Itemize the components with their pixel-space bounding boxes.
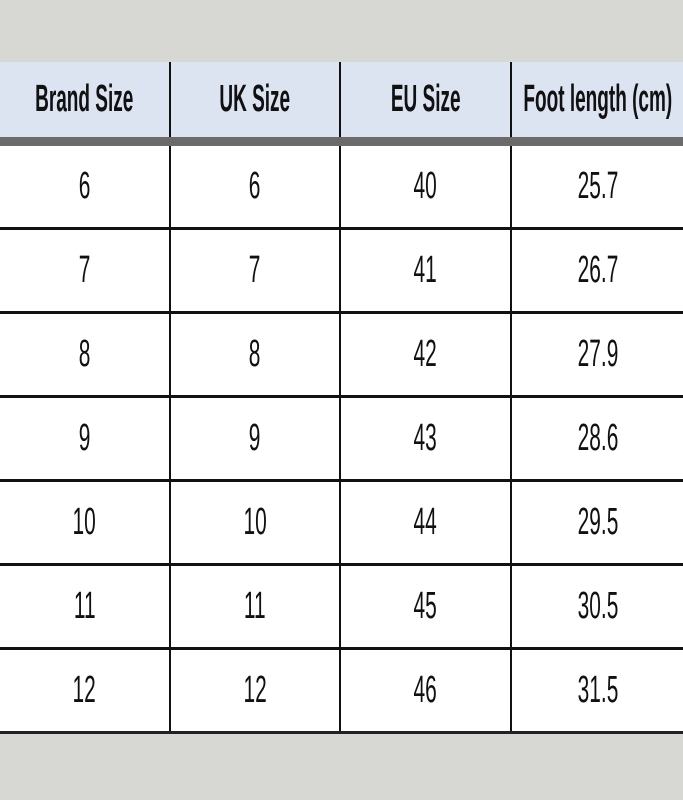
cell-value: 6 bbox=[78, 165, 91, 207]
cell-value: 31.5 bbox=[577, 669, 618, 711]
header-cell: Foot length (cm) bbox=[512, 62, 683, 137]
table-cell: 9 bbox=[0, 398, 171, 479]
cell-value: 28.6 bbox=[577, 417, 618, 459]
table-cell: 10 bbox=[171, 482, 341, 563]
table-cell: 12 bbox=[171, 650, 341, 731]
cell-value: 12 bbox=[72, 669, 97, 711]
table-cell: 27.9 bbox=[512, 314, 683, 395]
table-cell: 26.7 bbox=[512, 230, 683, 311]
table-cell: 43 bbox=[341, 398, 512, 479]
cell-value: 41 bbox=[413, 249, 438, 291]
cell-value: 10 bbox=[72, 501, 97, 543]
header-eu-size: EU Size bbox=[390, 78, 461, 120]
table-cell: 11 bbox=[0, 566, 171, 647]
size-chart-table: Brand Size UK Size EU Size Foot length (… bbox=[0, 62, 683, 734]
table-cell: 11 bbox=[171, 566, 341, 647]
table-row: 10 10 44 29.5 bbox=[0, 482, 683, 566]
table-row: 7 7 41 26.7 bbox=[0, 230, 683, 314]
table-cell: 9 bbox=[171, 398, 341, 479]
cell-value: 46 bbox=[413, 669, 438, 711]
cell-value: 11 bbox=[244, 585, 266, 627]
cell-value: 25.7 bbox=[577, 165, 618, 207]
table-row: 6 6 40 25.7 bbox=[0, 146, 683, 230]
bottom-margin bbox=[0, 741, 683, 800]
cell-value: 26.7 bbox=[577, 249, 618, 291]
cell-value: 6 bbox=[249, 165, 261, 207]
cell-value: 9 bbox=[78, 417, 91, 459]
cell-value: 8 bbox=[78, 333, 91, 375]
table-cell: 40 bbox=[341, 146, 512, 227]
table-row: 8 8 42 27.9 bbox=[0, 314, 683, 398]
header-brand-size: Brand Size bbox=[35, 78, 134, 120]
cell-value: 7 bbox=[78, 249, 91, 291]
cell-value: 8 bbox=[249, 333, 261, 375]
table-cell: 42 bbox=[341, 314, 512, 395]
header-cell: EU Size bbox=[341, 62, 512, 137]
cell-value: 43 bbox=[413, 417, 438, 459]
header-cell: UK Size bbox=[171, 62, 341, 137]
table-cell: 30.5 bbox=[512, 566, 683, 647]
table-cell: 29.5 bbox=[512, 482, 683, 563]
table-cell: 7 bbox=[0, 230, 171, 311]
table-cell: 7 bbox=[171, 230, 341, 311]
table-cell: 25.7 bbox=[512, 146, 683, 227]
table-cell: 28.6 bbox=[512, 398, 683, 479]
table-header-row: Brand Size UK Size EU Size Foot length (… bbox=[0, 62, 683, 146]
table-row: 11 11 45 30.5 bbox=[0, 566, 683, 650]
table-row: 9 9 43 28.6 bbox=[0, 398, 683, 482]
cell-value: 9 bbox=[249, 417, 261, 459]
header-uk-size: UK Size bbox=[219, 78, 291, 120]
header-foot-length: Foot length (cm) bbox=[523, 78, 672, 120]
cell-value: 45 bbox=[413, 585, 438, 627]
table-cell: 44 bbox=[341, 482, 512, 563]
table-cell: 6 bbox=[171, 146, 341, 227]
cell-value: 30.5 bbox=[577, 585, 618, 627]
table-cell: 31.5 bbox=[512, 650, 683, 731]
cell-value: 27.9 bbox=[577, 333, 618, 375]
table-cell: 12 bbox=[0, 650, 171, 731]
cell-value: 11 bbox=[73, 585, 96, 627]
cell-value: 44 bbox=[413, 501, 438, 543]
cell-value: 7 bbox=[249, 249, 261, 291]
table-row: 12 12 46 31.5 bbox=[0, 650, 683, 731]
table-cell: 8 bbox=[171, 314, 341, 395]
table-body: 6 6 40 25.7 7 7 41 26.7 8 8 42 27.9 9 9 43 28.6 10 10 44 29… bbox=[0, 146, 683, 731]
cell-value: 42 bbox=[413, 333, 438, 375]
table-cell: 41 bbox=[341, 230, 512, 311]
table-cell: 46 bbox=[341, 650, 512, 731]
cell-value: 29.5 bbox=[577, 501, 618, 543]
table-cell: 8 bbox=[0, 314, 171, 395]
table-cell: 10 bbox=[0, 482, 171, 563]
cell-value: 12 bbox=[243, 669, 267, 711]
cell-value: 10 bbox=[243, 501, 267, 543]
table-cell: 6 bbox=[0, 146, 171, 227]
header-cell: Brand Size bbox=[0, 62, 171, 137]
cell-value: 40 bbox=[413, 165, 438, 207]
table-cell: 45 bbox=[341, 566, 512, 647]
